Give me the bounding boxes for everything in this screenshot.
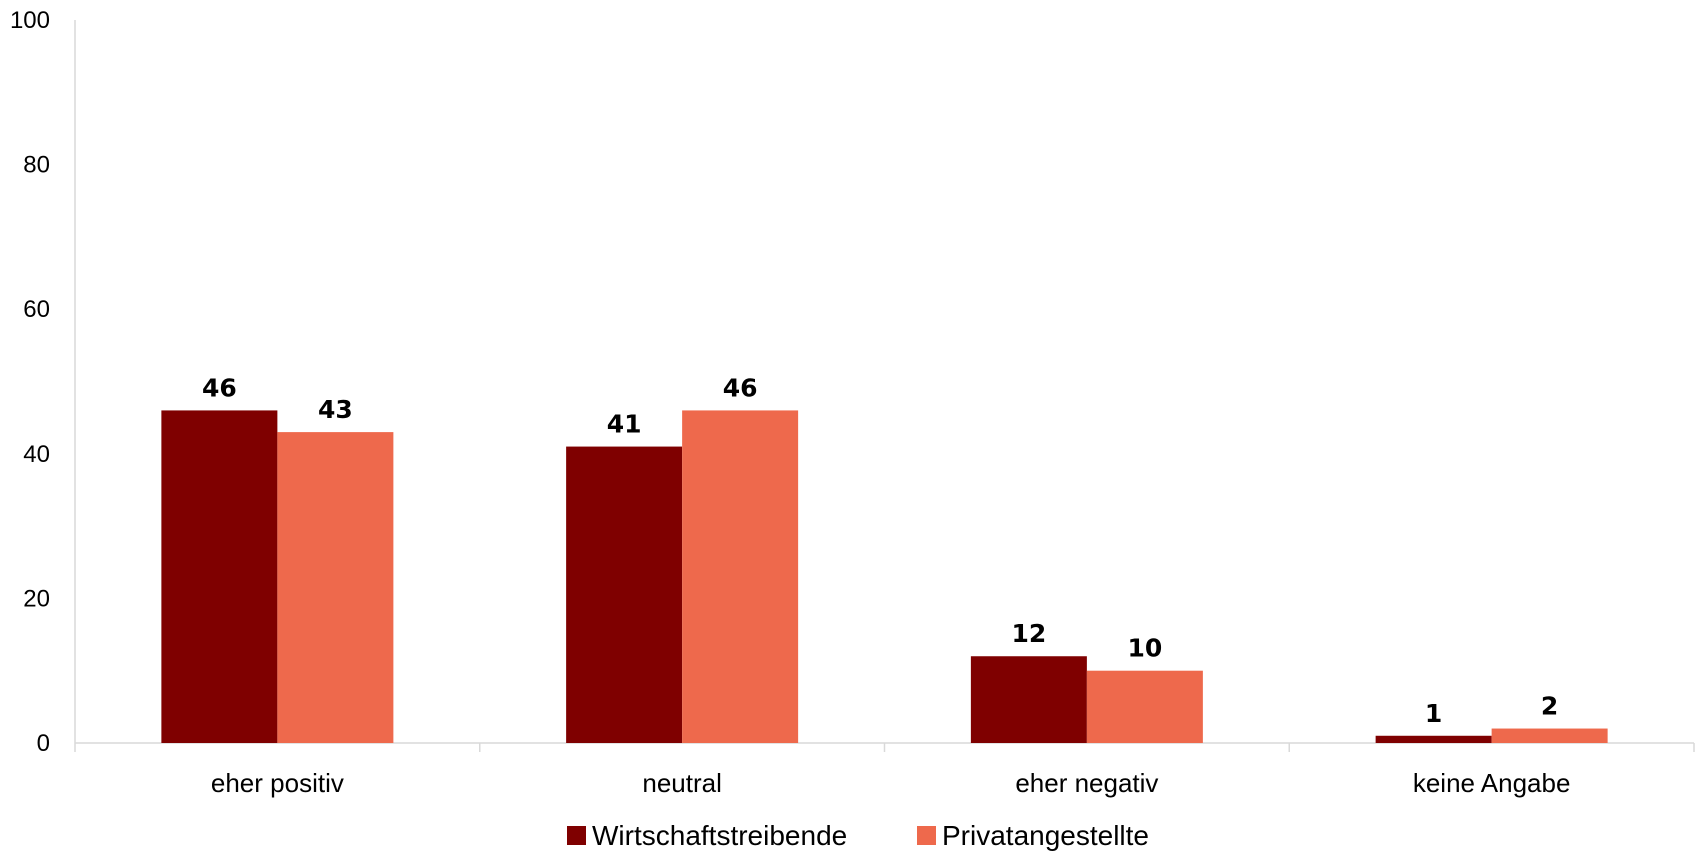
data-label: 1 xyxy=(1425,699,1442,728)
bar-wirtschaftstreibende xyxy=(161,410,278,743)
bar-wirtschaftstreibende xyxy=(566,446,683,743)
y-tick-label: 80 xyxy=(23,152,50,179)
bar-privatangestellte xyxy=(1086,670,1203,743)
data-label: 46 xyxy=(202,373,237,402)
axes: 0 20 40 60 80 100 eher positiv neutral eher nega… xyxy=(10,7,1695,798)
legend: Wirtschaftstreibende Privatangestellte xyxy=(567,820,1149,851)
bars xyxy=(161,410,1608,743)
legend-swatch xyxy=(917,826,936,845)
bar-wirtschaftstreibende xyxy=(1375,735,1492,743)
x-category-label: eher negativ xyxy=(1015,768,1158,798)
bar-wirtschaftstreibende xyxy=(970,656,1087,743)
bar-privatangestellte xyxy=(682,410,799,743)
data-label: 46 xyxy=(723,373,758,402)
bar-privatangestellte xyxy=(277,432,394,743)
bar-privatangestellte xyxy=(1491,728,1608,743)
x-category-label: neutral xyxy=(642,768,722,798)
y-tick-label: 60 xyxy=(23,296,50,323)
legend-swatch xyxy=(567,826,586,845)
legend-label: Privatangestellte xyxy=(942,820,1149,851)
y-tick-label: 0 xyxy=(37,730,50,757)
y-tick-label: 100 xyxy=(10,7,50,34)
data-label: 41 xyxy=(607,410,642,439)
x-category-label: eher positiv xyxy=(211,768,344,798)
data-label: 12 xyxy=(1011,619,1046,648)
data-label: 2 xyxy=(1541,692,1558,721)
data-label: 43 xyxy=(318,395,353,424)
data-label: 10 xyxy=(1127,634,1162,663)
y-tick-label: 20 xyxy=(23,585,50,612)
y-tick-label: 40 xyxy=(23,441,50,468)
legend-label: Wirtschaftstreibende xyxy=(592,820,847,851)
x-category-label: keine Angabe xyxy=(1413,768,1571,798)
